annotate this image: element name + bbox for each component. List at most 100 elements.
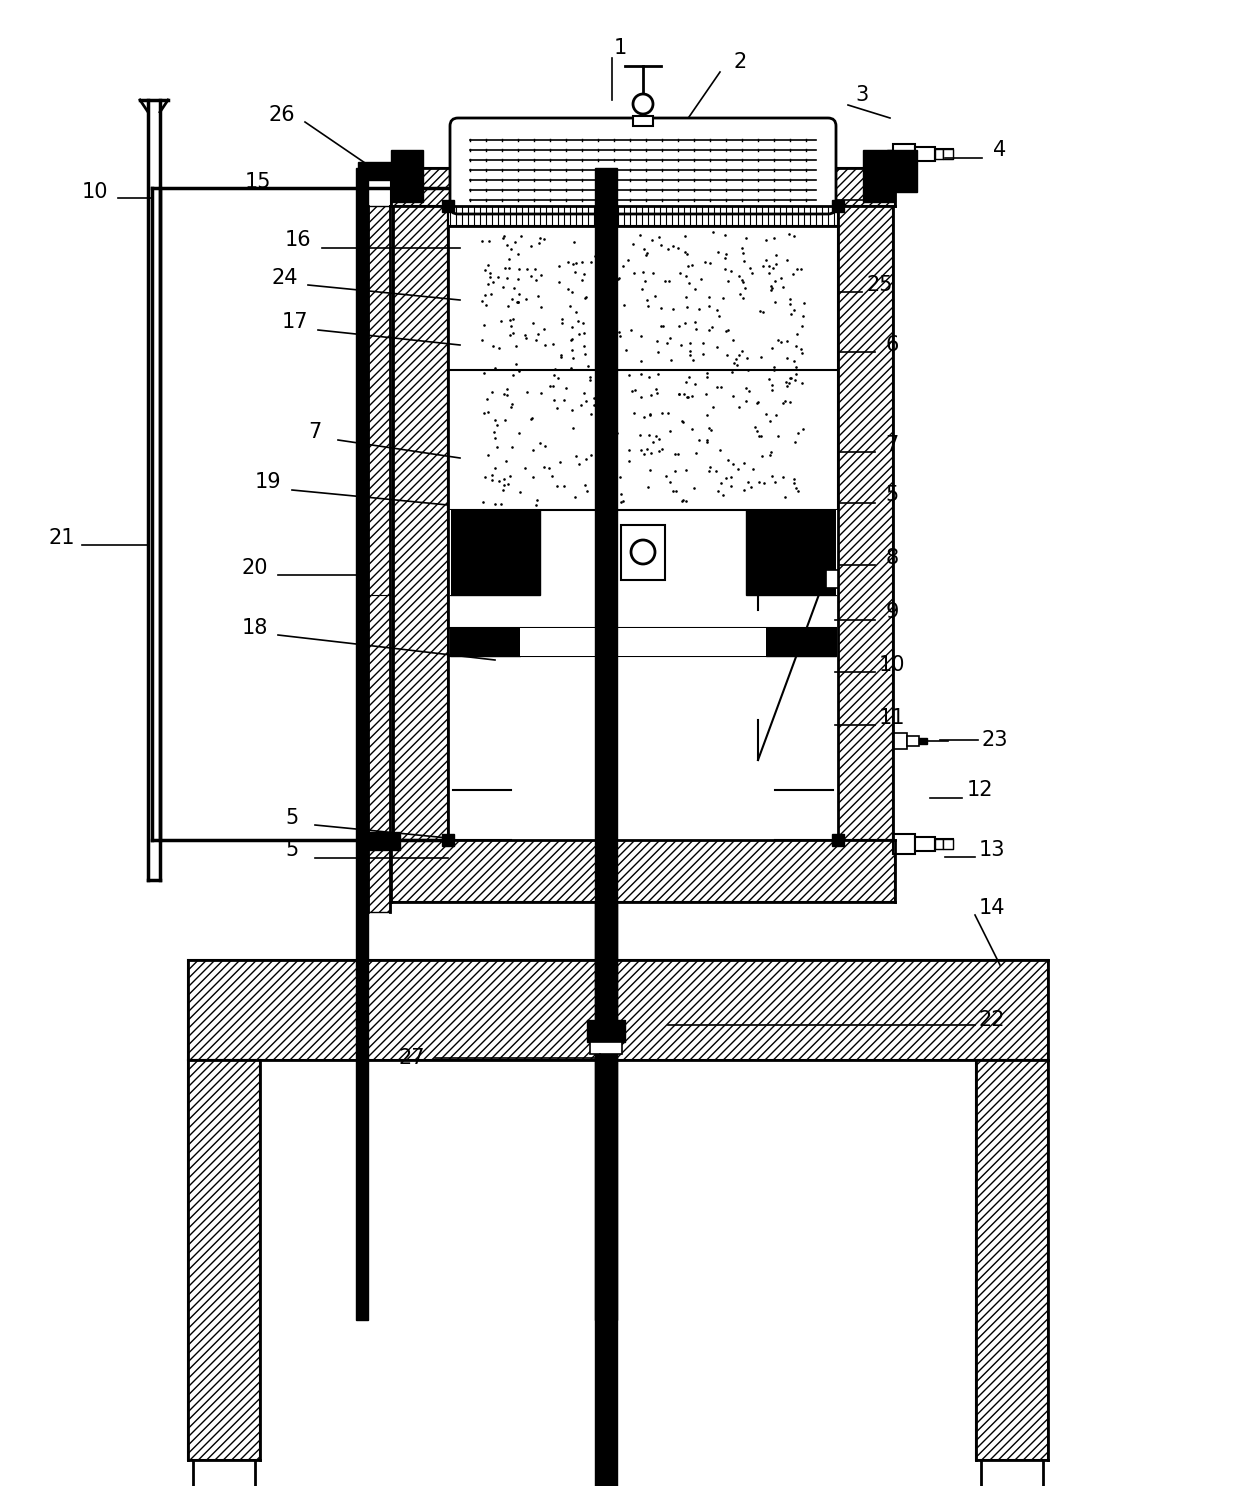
Point — [475, 282, 495, 306]
Point — [682, 418, 702, 441]
Bar — [441, 834, 454, 846]
Point — [734, 452, 754, 476]
Point — [575, 473, 595, 496]
Point — [701, 455, 720, 478]
Point — [487, 435, 507, 459]
Point — [593, 459, 613, 483]
Point — [729, 343, 749, 367]
Point — [557, 376, 577, 400]
Point — [786, 334, 806, 358]
Point — [512, 224, 532, 248]
Point — [606, 415, 626, 438]
Point — [565, 484, 585, 508]
Point — [516, 324, 536, 348]
Point — [508, 422, 528, 446]
Bar — [746, 510, 836, 594]
Point — [506, 352, 526, 376]
Point — [639, 476, 658, 499]
Point — [680, 272, 699, 296]
Point — [590, 357, 610, 380]
Point — [763, 379, 782, 403]
Point — [619, 248, 639, 272]
Bar — [595, 168, 618, 1320]
Point — [482, 464, 502, 487]
Text: 17: 17 — [281, 312, 309, 331]
Point — [687, 441, 707, 465]
Bar — [813, 590, 838, 612]
Point — [765, 290, 785, 314]
Point — [697, 428, 717, 452]
Point — [558, 278, 578, 302]
Bar — [448, 510, 451, 594]
Bar — [368, 594, 391, 840]
Point — [730, 282, 750, 306]
Point — [510, 257, 529, 281]
Point — [647, 380, 667, 404]
Point — [589, 450, 609, 474]
Point — [631, 363, 651, 386]
Point — [549, 270, 569, 294]
Point — [588, 314, 608, 337]
Bar — [887, 150, 918, 192]
Point — [776, 346, 796, 370]
Point — [658, 401, 678, 425]
Point — [606, 421, 626, 444]
Point — [646, 377, 666, 401]
Point — [682, 348, 702, 372]
Point — [644, 262, 663, 285]
Point — [536, 333, 556, 357]
Point — [698, 294, 718, 318]
Text: 8: 8 — [885, 548, 899, 568]
Point — [678, 254, 698, 278]
Point — [622, 232, 642, 256]
Point — [717, 319, 737, 343]
Point — [681, 331, 701, 355]
Point — [588, 386, 608, 410]
Bar — [368, 207, 391, 912]
Bar — [188, 1060, 260, 1461]
Point — [686, 317, 706, 340]
Point — [510, 360, 529, 383]
Point — [496, 257, 516, 281]
Text: 3: 3 — [856, 85, 869, 106]
Point — [598, 437, 618, 461]
Point — [474, 312, 494, 336]
Point — [677, 459, 697, 483]
Point — [565, 444, 585, 468]
Point — [766, 242, 786, 266]
Point — [489, 468, 508, 492]
Point — [527, 267, 547, 291]
Text: 14: 14 — [978, 898, 1006, 918]
Point — [675, 239, 694, 263]
Point — [686, 311, 706, 334]
Point — [702, 315, 722, 339]
Point — [551, 343, 570, 367]
Point — [508, 290, 528, 314]
Point — [558, 250, 578, 273]
Point — [574, 321, 594, 345]
Point — [756, 248, 776, 272]
Point — [497, 383, 517, 407]
Point — [677, 385, 697, 409]
Point — [699, 416, 719, 440]
Text: 5: 5 — [285, 808, 299, 828]
Point — [676, 370, 696, 394]
Point — [582, 443, 601, 467]
Point — [727, 348, 746, 372]
Point — [502, 287, 522, 311]
Point — [673, 410, 693, 434]
Point — [723, 453, 743, 477]
Point — [491, 309, 511, 333]
Point — [791, 342, 811, 366]
Point — [729, 265, 749, 288]
Point — [735, 226, 755, 250]
Point — [649, 438, 668, 462]
Point — [552, 308, 572, 331]
Point — [732, 267, 751, 291]
Point — [634, 406, 653, 429]
Point — [477, 388, 497, 412]
Text: 4: 4 — [993, 140, 1007, 160]
Point — [675, 382, 694, 406]
Point — [562, 327, 582, 351]
Point — [548, 366, 568, 389]
